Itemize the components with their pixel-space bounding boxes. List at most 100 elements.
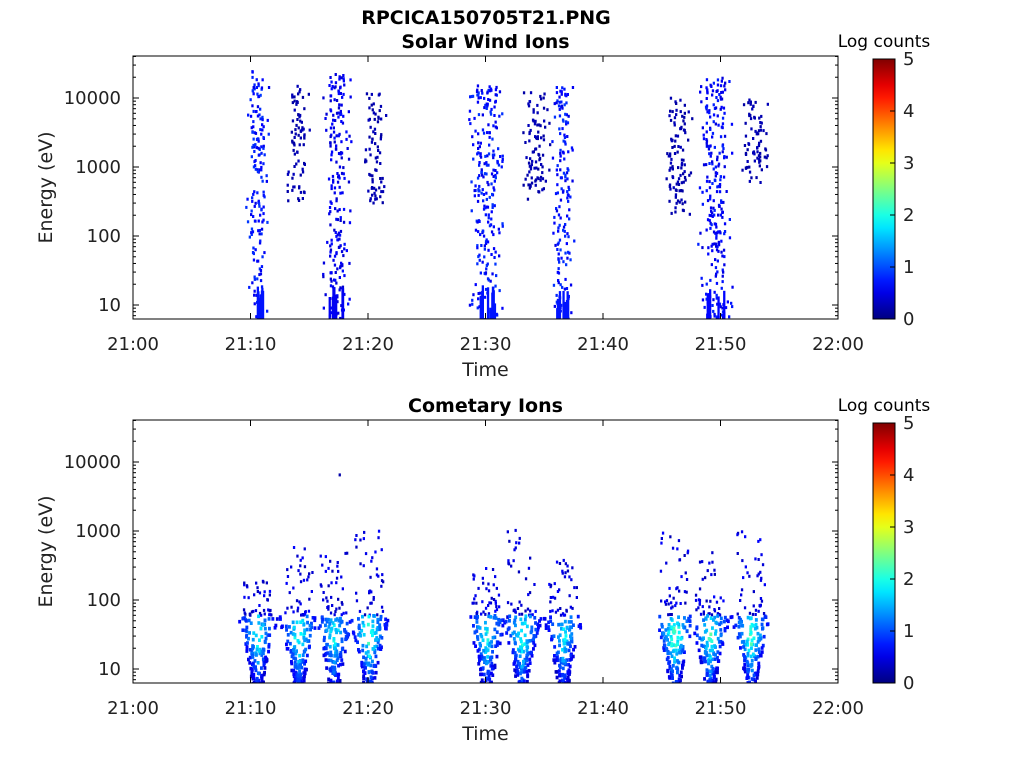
heatmap-cell xyxy=(480,171,483,174)
heatmap-cell xyxy=(468,109,472,113)
heatmap-cell xyxy=(335,144,338,148)
heatmap-cell xyxy=(707,147,711,151)
heatmap-cell xyxy=(549,600,552,604)
heatmap-cell xyxy=(488,143,491,147)
heatmap-cell xyxy=(541,188,544,192)
heatmap-cell xyxy=(257,229,260,233)
heatmap-cell xyxy=(714,274,717,278)
heatmap-cell xyxy=(330,279,333,283)
heatmap-cell xyxy=(485,567,488,570)
heatmap-cell xyxy=(534,627,538,632)
heatmap-cell xyxy=(522,183,525,187)
heatmap-cell xyxy=(345,611,348,615)
heatmap-cell xyxy=(527,593,530,597)
heatmap-cell xyxy=(556,173,559,177)
heatmap-cell xyxy=(246,197,249,201)
heatmap-cell xyxy=(685,578,689,581)
heatmap-cell xyxy=(514,657,518,661)
heatmap-cell xyxy=(516,673,520,677)
heatmap-cell xyxy=(306,620,309,625)
heatmap-cell xyxy=(559,216,562,220)
heatmap-cell xyxy=(488,643,491,648)
heatmap-cell xyxy=(710,639,714,643)
heatmap-cell xyxy=(719,175,722,179)
heatmap-cell xyxy=(255,581,258,585)
heatmap-cell xyxy=(249,621,253,625)
heatmap-cell xyxy=(553,115,557,119)
heatmap-cell xyxy=(712,676,716,680)
heatmap-cell xyxy=(675,182,678,186)
heatmap-cell xyxy=(473,630,477,634)
heatmap-cell xyxy=(340,140,343,144)
heatmap-cell xyxy=(704,646,708,651)
heatmap-cell xyxy=(254,633,258,638)
heatmap-cell xyxy=(264,636,268,641)
heatmap-cell xyxy=(254,651,258,655)
heatmap-cell xyxy=(561,150,565,154)
heatmap-cell xyxy=(501,154,504,158)
heatmap-cell xyxy=(713,572,716,576)
heatmap-cell xyxy=(308,633,312,638)
heatmap-cell xyxy=(340,637,344,642)
heatmap-cell xyxy=(680,674,683,679)
heatmap-cell xyxy=(683,111,686,115)
heatmap-cell xyxy=(286,633,290,637)
heatmap-cell xyxy=(661,531,665,535)
heatmap-cell xyxy=(568,217,571,221)
heatmap-cell xyxy=(715,242,718,246)
heatmap-cell xyxy=(291,93,294,97)
heatmap-cell xyxy=(505,631,509,635)
heatmap-cell xyxy=(686,551,689,555)
heatmap-cell xyxy=(753,152,756,156)
heatmap-cell xyxy=(343,242,346,246)
heatmap-cell xyxy=(339,662,342,667)
heatmap-cell xyxy=(244,619,248,623)
heatmap-cell xyxy=(253,275,256,279)
heatmap-cell xyxy=(338,165,342,169)
heatmap-cell xyxy=(747,142,751,146)
heatmap-cell xyxy=(486,262,489,266)
heatmap-cell xyxy=(492,156,495,160)
heatmap-cell xyxy=(340,112,343,116)
heatmap-cell xyxy=(730,301,733,305)
heatmap-cell xyxy=(278,615,282,619)
heatmap-cell xyxy=(487,123,490,127)
heatmap-cell xyxy=(366,622,370,627)
heatmap-cell xyxy=(719,213,722,217)
heatmap-cell xyxy=(294,662,298,667)
heatmap-cell xyxy=(492,247,496,251)
heatmap-cell xyxy=(555,651,559,656)
heatmap-cell xyxy=(253,302,256,306)
heatmap-cell xyxy=(249,674,253,679)
heatmap-cell xyxy=(552,658,556,662)
heatmap-cell xyxy=(302,676,305,680)
heatmap-cell xyxy=(527,102,530,106)
heatmap-cell xyxy=(362,623,366,628)
heatmap-cell xyxy=(543,92,546,96)
heatmap-cell xyxy=(715,272,718,276)
heatmap-cell xyxy=(709,194,712,198)
heatmap-cell xyxy=(287,199,290,203)
heatmap-cell xyxy=(532,637,535,641)
heatmap-cell xyxy=(274,623,278,628)
heatmap-cell xyxy=(349,78,352,82)
heatmap-cell xyxy=(483,295,487,299)
heatmap-cell xyxy=(258,168,261,172)
heatmap-cell xyxy=(712,167,715,171)
heatmap-cell xyxy=(558,205,561,209)
heatmap-cell xyxy=(528,661,532,665)
heatmap-cell xyxy=(494,176,497,180)
heatmap-cell xyxy=(672,643,676,647)
heatmap-cell xyxy=(487,216,490,220)
heatmap-cell xyxy=(334,313,337,319)
heatmap-cell xyxy=(529,91,533,95)
heatmap-cell xyxy=(514,654,517,659)
heatmap-cell xyxy=(483,247,486,251)
heatmap-cell xyxy=(289,630,293,635)
heatmap-cell xyxy=(738,634,742,639)
heatmap-cell xyxy=(248,612,252,616)
heatmap-cell xyxy=(245,633,249,638)
heatmap-cell xyxy=(723,222,727,226)
heatmap-cell xyxy=(339,191,342,195)
heatmap-cell xyxy=(711,551,714,555)
